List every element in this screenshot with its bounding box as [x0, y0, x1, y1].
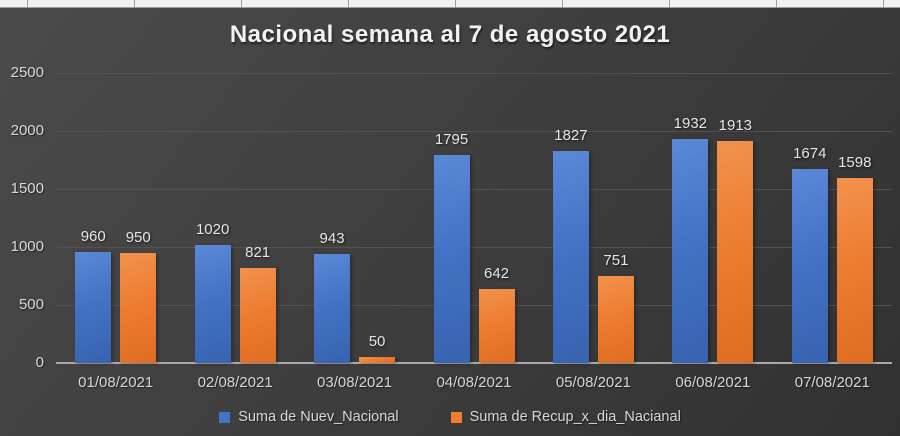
data-label: 960: [80, 227, 106, 245]
x-axis-category-label: 06/08/2021: [675, 374, 751, 391]
legend-item[interactable]: Suma de Recup_x_dia_Nacianal: [450, 409, 681, 425]
gridline: [56, 131, 892, 132]
data-label: 1598: [838, 153, 872, 171]
data-label: 1827: [554, 127, 588, 145]
gridline: [56, 247, 892, 248]
legend-label: Suma de Nuev_Nacional: [238, 409, 399, 425]
data-label: 1932: [673, 114, 708, 132]
x-axis-category-label: 07/08/2021: [794, 374, 870, 391]
legend-swatch: [450, 411, 462, 423]
data-label: 943: [319, 229, 345, 247]
bar-recup-x-dia[interactable]: [717, 141, 754, 363]
y-axis-tick-label: 0: [35, 354, 44, 371]
data-label: 751: [603, 251, 629, 269]
data-label: 1795: [434, 130, 469, 148]
y-axis-tick-label: 500: [18, 296, 44, 313]
x-axis-category-label: 02/08/2021: [197, 374, 273, 391]
bar-nuev-nacional[interactable]: [194, 244, 231, 363]
bar-recup-x-dia[interactable]: [478, 288, 515, 363]
data-label: 950: [125, 228, 151, 246]
y-axis-tick-label: 1000: [10, 238, 44, 255]
gridline: [56, 73, 892, 74]
y-axis-tick-label: 2000: [10, 122, 44, 139]
data-label: 1020: [195, 220, 230, 238]
chart-title: Nacional semana al 7 de agosto 2021: [229, 21, 671, 48]
legend-item[interactable]: Suma de Nuev_Nacional: [219, 409, 399, 425]
data-label: 50: [368, 333, 386, 351]
y-axis-tick-label: 2500: [10, 64, 44, 81]
bar-nuev-nacional[interactable]: [552, 151, 589, 363]
chart-legend: Suma de Nuev_Nacional Suma de Recup_x_dia…: [0, 409, 900, 425]
bar-nuev-nacional[interactable]: [791, 168, 828, 363]
gridline: [56, 305, 892, 306]
bar-nuev-nacional[interactable]: [433, 154, 470, 363]
x-axis-category-label: 05/08/2021: [555, 374, 631, 391]
data-label: 1913: [718, 117, 753, 135]
bar-recup-x-dia[interactable]: [239, 267, 276, 363]
legend-swatch: [219, 411, 231, 423]
legend-label: Suma de Recup_x_dia_Nacianal: [469, 409, 681, 425]
bar-recup-x-dia[interactable]: [836, 177, 873, 363]
bar-nuev-nacional[interactable]: [75, 251, 112, 363]
data-label: 821: [245, 243, 271, 261]
bar-nuev-nacional[interactable]: [314, 253, 351, 363]
spreadsheet-cells-strip: [0, 0, 900, 8]
bar-recup-x-dia[interactable]: [120, 252, 157, 363]
x-axis-category-label: 01/08/2021: [78, 374, 154, 391]
bar-nuev-nacional[interactable]: [672, 138, 709, 363]
bar-recup-x-dia[interactable]: [359, 357, 396, 363]
y-axis-tick-label: 1500: [10, 180, 44, 197]
bar-recup-x-dia[interactable]: [597, 275, 634, 363]
data-label: 642: [483, 264, 510, 282]
x-axis-line: [56, 362, 892, 364]
x-axis-category-label: 03/08/2021: [317, 374, 393, 391]
x-axis-category-label: 04/08/2021: [436, 374, 512, 391]
gridline: [56, 189, 892, 190]
data-label: 1674: [793, 144, 827, 162]
